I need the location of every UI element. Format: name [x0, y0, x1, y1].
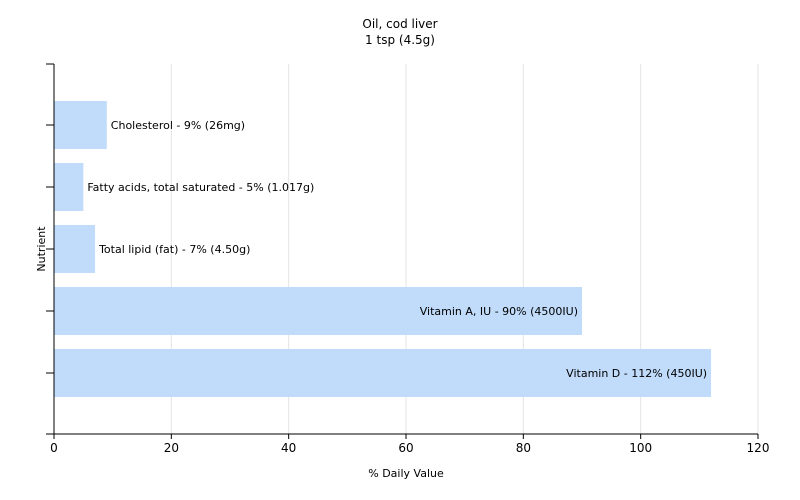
bar — [54, 101, 107, 149]
x-tick-label: 60 — [398, 441, 413, 455]
bar-data-label: Fatty acids, total saturated - 5% (1.017… — [87, 181, 314, 194]
bar-data-label: Cholesterol - 9% (26mg) — [111, 119, 245, 132]
y-axis-label: Nutrient — [35, 226, 48, 272]
chart-subtitle: 1 tsp (4.5g) — [365, 33, 435, 47]
x-tick-label: 20 — [164, 441, 179, 455]
x-tick-label: 0 — [50, 441, 58, 455]
x-axis-label: % Daily Value — [368, 467, 444, 480]
x-tick-label: 80 — [516, 441, 531, 455]
bar-data-label: Total lipid (fat) - 7% (4.50g) — [98, 243, 250, 256]
x-tick-label: 40 — [281, 441, 296, 455]
x-tick-label: 100 — [629, 441, 652, 455]
x-tick-label: 120 — [747, 441, 770, 455]
chart-title: Oil, cod liver — [362, 17, 437, 31]
bar — [54, 163, 84, 211]
bar — [54, 225, 96, 273]
bar — [54, 287, 582, 335]
bar — [54, 349, 712, 397]
bar-data-label: Vitamin A, IU - 90% (4500IU) — [420, 305, 578, 318]
bars: Cholesterol - 9% (26mg) Fatty acids, tota… — [54, 101, 712, 397]
axes: 0 20 40 60 80 100 120 — [46, 63, 770, 455]
bar-data-label: Vitamin D - 112% (450IU) — [566, 367, 707, 380]
